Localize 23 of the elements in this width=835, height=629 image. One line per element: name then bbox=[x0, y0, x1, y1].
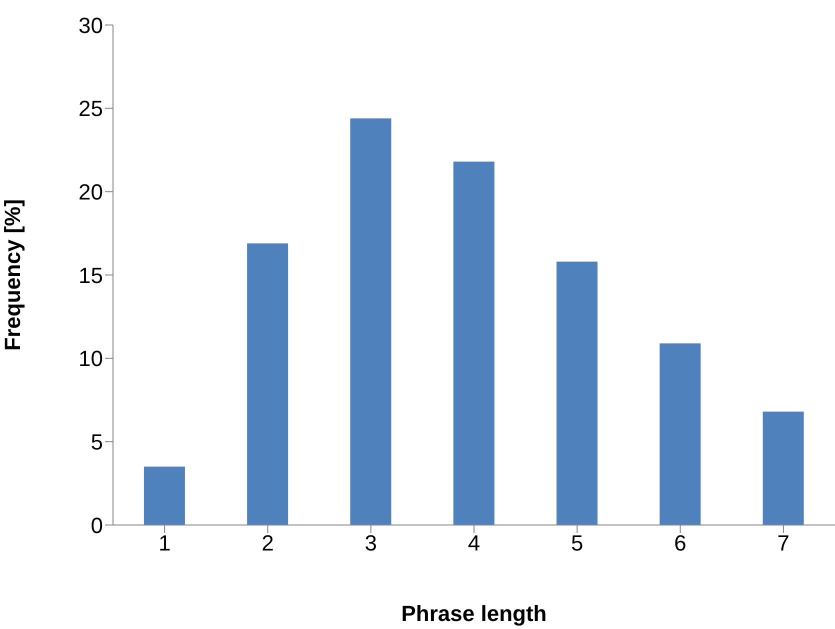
y-tick-label: 25 bbox=[78, 96, 103, 122]
y-tick-label: 30 bbox=[78, 12, 103, 38]
y-tick-label: 15 bbox=[78, 262, 103, 288]
x-tick-label: 7 bbox=[777, 530, 790, 556]
bar bbox=[453, 162, 494, 525]
y-axis-title: Frequency [%] bbox=[0, 199, 25, 351]
x-tick-label: 3 bbox=[364, 530, 377, 556]
bar bbox=[350, 118, 392, 525]
x-tick-label: 1 bbox=[158, 530, 171, 556]
bar bbox=[556, 262, 598, 525]
bar bbox=[144, 466, 185, 525]
y-tick-label: 20 bbox=[78, 179, 103, 204]
y-tick-label: 0 bbox=[90, 512, 103, 538]
bar bbox=[247, 243, 288, 525]
x-tick-label: 2 bbox=[262, 530, 274, 556]
x-tick-label: 4 bbox=[468, 530, 480, 556]
bar bbox=[762, 412, 804, 525]
x-tick-label: 5 bbox=[571, 530, 584, 556]
x-tick-label: 6 bbox=[674, 530, 686, 556]
bar bbox=[660, 343, 701, 525]
y-tick-label: 10 bbox=[78, 346, 103, 372]
y-tick-label: 5 bbox=[90, 429, 103, 454]
x-axis-title: Phrase length bbox=[401, 601, 547, 626]
